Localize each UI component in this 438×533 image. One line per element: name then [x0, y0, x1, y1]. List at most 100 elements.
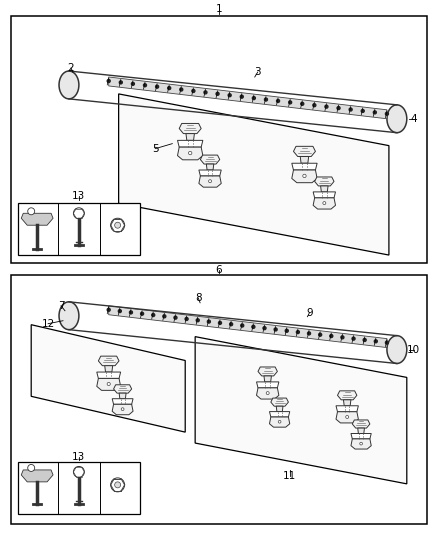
Circle shape [216, 92, 219, 95]
Circle shape [180, 88, 183, 91]
Circle shape [28, 464, 35, 471]
Polygon shape [119, 393, 126, 399]
Circle shape [152, 313, 155, 317]
Circle shape [337, 107, 340, 110]
Circle shape [352, 337, 355, 340]
Circle shape [301, 102, 304, 106]
Text: 1: 1 [215, 4, 223, 14]
Polygon shape [264, 376, 272, 382]
Circle shape [330, 335, 333, 337]
Polygon shape [186, 134, 194, 140]
Polygon shape [292, 170, 317, 183]
Polygon shape [292, 163, 317, 170]
Text: 4: 4 [410, 114, 417, 124]
Circle shape [115, 482, 120, 488]
Circle shape [130, 311, 132, 314]
Circle shape [373, 111, 376, 114]
Circle shape [192, 90, 195, 92]
FancyBboxPatch shape [11, 17, 427, 263]
Polygon shape [351, 439, 371, 449]
Circle shape [307, 332, 311, 335]
Polygon shape [177, 147, 203, 160]
Polygon shape [343, 400, 351, 406]
Polygon shape [269, 411, 290, 417]
Polygon shape [200, 155, 220, 164]
Polygon shape [21, 213, 53, 225]
Polygon shape [105, 366, 113, 372]
Circle shape [361, 109, 364, 112]
Circle shape [252, 96, 255, 100]
Circle shape [266, 392, 269, 394]
Circle shape [207, 320, 210, 323]
FancyBboxPatch shape [18, 203, 140, 255]
Polygon shape [321, 186, 328, 192]
Polygon shape [179, 124, 201, 134]
Circle shape [111, 478, 124, 492]
Circle shape [230, 322, 233, 326]
Circle shape [319, 333, 321, 336]
Circle shape [163, 315, 166, 318]
Ellipse shape [59, 71, 79, 99]
Circle shape [107, 308, 110, 311]
Polygon shape [352, 420, 370, 428]
Circle shape [188, 151, 192, 155]
Text: 11: 11 [283, 471, 296, 481]
Circle shape [74, 466, 85, 478]
Text: 9: 9 [306, 308, 313, 318]
Polygon shape [97, 372, 120, 378]
Polygon shape [313, 192, 336, 198]
Text: 12: 12 [42, 319, 55, 329]
Polygon shape [258, 367, 277, 376]
Circle shape [219, 321, 222, 325]
Circle shape [252, 325, 255, 328]
Polygon shape [109, 306, 387, 348]
Ellipse shape [387, 336, 407, 364]
Polygon shape [358, 428, 364, 433]
Circle shape [289, 101, 292, 104]
Polygon shape [276, 406, 283, 411]
Circle shape [374, 340, 377, 343]
Ellipse shape [387, 105, 407, 133]
Circle shape [115, 222, 120, 228]
Polygon shape [336, 411, 358, 423]
Polygon shape [300, 157, 309, 163]
Polygon shape [269, 417, 290, 427]
Circle shape [204, 91, 207, 94]
Circle shape [349, 108, 352, 111]
Polygon shape [293, 147, 315, 157]
Polygon shape [112, 399, 133, 404]
Circle shape [107, 79, 110, 83]
Circle shape [141, 312, 144, 315]
Circle shape [341, 336, 344, 339]
Circle shape [174, 316, 177, 319]
Polygon shape [21, 470, 53, 482]
Circle shape [323, 201, 326, 205]
Circle shape [107, 382, 110, 385]
Polygon shape [206, 164, 214, 170]
Circle shape [303, 174, 306, 177]
Circle shape [208, 180, 212, 183]
Circle shape [28, 208, 35, 215]
Circle shape [363, 338, 366, 342]
Circle shape [278, 421, 281, 423]
Circle shape [144, 84, 146, 87]
Polygon shape [112, 404, 133, 415]
Text: 13: 13 [72, 191, 85, 201]
Circle shape [385, 112, 389, 115]
Circle shape [196, 319, 199, 322]
Polygon shape [31, 325, 185, 432]
Circle shape [360, 442, 362, 445]
Circle shape [325, 105, 328, 108]
Circle shape [228, 94, 231, 96]
Text: 13: 13 [72, 452, 85, 462]
Circle shape [241, 324, 244, 327]
Polygon shape [351, 433, 371, 439]
Text: 7: 7 [58, 301, 64, 311]
Polygon shape [119, 94, 389, 255]
Polygon shape [113, 385, 132, 393]
Circle shape [346, 415, 349, 418]
Circle shape [385, 341, 389, 344]
Circle shape [155, 85, 159, 88]
Text: 8: 8 [195, 293, 201, 303]
Text: 2: 2 [67, 63, 74, 73]
